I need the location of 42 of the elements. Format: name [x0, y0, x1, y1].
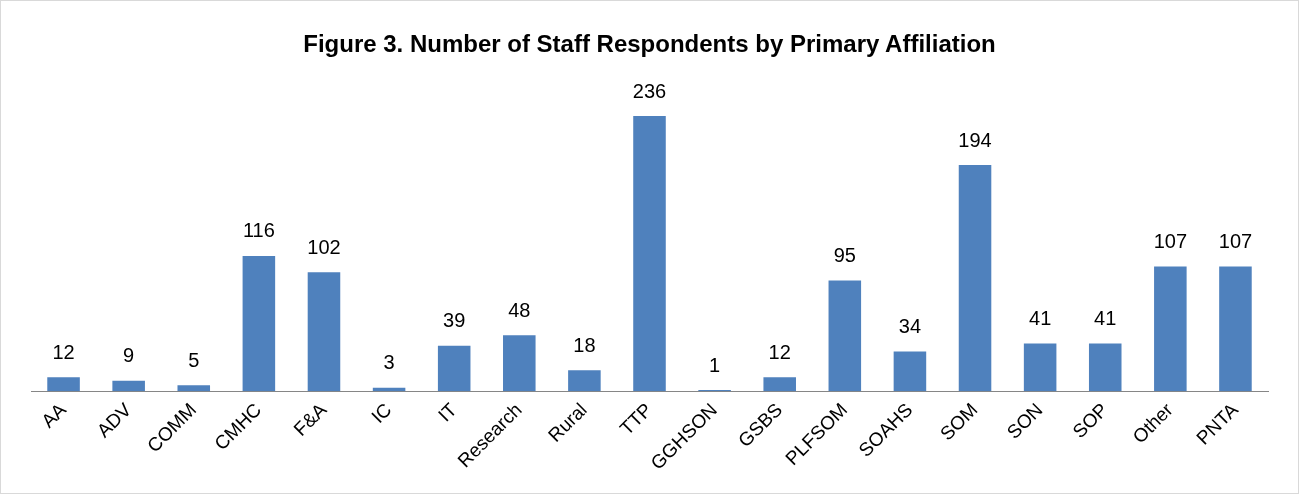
bar	[1023, 343, 1057, 392]
data-label: 39	[443, 309, 466, 332]
data-label: 41	[1029, 306, 1052, 329]
bar	[437, 345, 471, 392]
chart-title: Figure 3. Number of Staff Respondents by Primary Affiliation	[303, 30, 996, 58]
bar	[1154, 266, 1187, 392]
data-label: 3	[383, 351, 395, 374]
bar	[828, 280, 862, 392]
data-label: 48	[508, 298, 531, 321]
bar	[112, 380, 145, 392]
x-tick-label: AA	[37, 398, 71, 432]
data-label: 107	[1218, 229, 1253, 252]
data-label: 107	[1153, 229, 1188, 252]
x-tick-label: F&A	[289, 398, 331, 440]
bar	[633, 116, 666, 392]
data-label: 5	[188, 348, 200, 371]
bar	[568, 370, 601, 392]
bar	[177, 385, 211, 392]
data-label: 116	[242, 219, 275, 242]
data-label: 18	[573, 333, 596, 356]
bar	[763, 377, 796, 392]
data-label: 102	[307, 235, 341, 258]
data-label: 12	[52, 340, 75, 363]
bar	[958, 165, 992, 392]
x-tick-label: IT	[433, 398, 461, 426]
bar	[893, 351, 927, 392]
bar	[1219, 266, 1252, 392]
bar	[503, 335, 536, 392]
data-label: 95	[833, 243, 856, 266]
x-tick-label: TTP	[615, 398, 657, 440]
bar	[307, 272, 341, 392]
bar	[242, 255, 276, 392]
data-label: 1	[709, 353, 721, 376]
x-tick-label: IC	[367, 398, 396, 428]
data-label: 9	[123, 344, 135, 367]
data-label: 12	[768, 340, 791, 363]
bar	[47, 377, 80, 392]
data-label: 236	[632, 79, 667, 102]
data-label: 34	[898, 315, 922, 338]
bar	[1088, 343, 1122, 392]
data-label: 194	[958, 128, 992, 151]
data-label: 41	[1094, 306, 1117, 329]
